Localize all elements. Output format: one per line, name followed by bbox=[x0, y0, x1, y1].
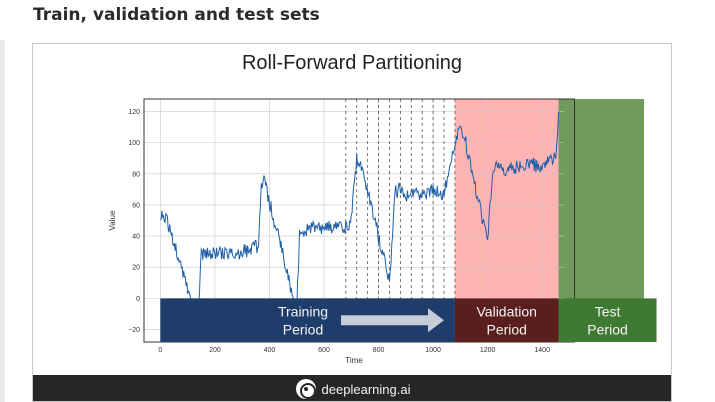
x-tick-label: 800 bbox=[373, 347, 385, 354]
y-axis-label: Value bbox=[108, 210, 117, 230]
y-tick-label: 40 bbox=[132, 234, 140, 241]
x-tick-label: 200 bbox=[209, 347, 221, 354]
test-label-line1: Test bbox=[595, 303, 621, 319]
x-tick-label: 600 bbox=[318, 347, 330, 354]
footer-brand: deeplearning.ai bbox=[321, 381, 411, 397]
y-tick-label: 120 bbox=[128, 109, 140, 116]
x-axis-label: Time bbox=[345, 356, 363, 365]
x-tick-label: 1200 bbox=[480, 347, 496, 354]
left-rule bbox=[0, 40, 5, 402]
series-line bbox=[160, 111, 559, 328]
validation-period-band bbox=[454, 298, 559, 342]
training-label-line1: Training bbox=[278, 303, 328, 319]
validation-label-line1: Validation bbox=[477, 303, 537, 319]
y-tick-label: 60 bbox=[132, 202, 140, 209]
roll-forward-arrow-icon bbox=[341, 308, 444, 333]
x-tick-label: 1000 bbox=[425, 347, 441, 354]
slide-title: Roll-Forward Partitioning bbox=[241, 52, 463, 74]
deeplearning-logo-icon bbox=[295, 379, 316, 399]
training-label-line2: Period bbox=[283, 321, 323, 337]
page-heading: Train, validation and test sets bbox=[33, 5, 320, 25]
slide-figure: Roll-Forward Partitioning 0 200 400 600 800 1… bbox=[32, 43, 672, 402]
chart: 0 200 400 600 800 1000 1200 1400 −20 0 20 40 60 80 100… bbox=[108, 98, 657, 365]
y-tick-label: 80 bbox=[132, 171, 140, 178]
x-tick-label: 0 bbox=[158, 347, 162, 354]
validation-label-line2: Period bbox=[486, 321, 526, 337]
x-tick-label: 400 bbox=[264, 347, 276, 354]
y-tick-label: 100 bbox=[128, 140, 140, 147]
test-period-band bbox=[558, 298, 657, 342]
y-tick-label: 0 bbox=[136, 296, 140, 303]
test-label-line2: Period bbox=[587, 321, 627, 337]
slide-footer: deeplearning.ai bbox=[33, 375, 671, 401]
y-tick-label: 20 bbox=[132, 265, 140, 272]
y-tick-label: −20 bbox=[128, 327, 140, 334]
x-tick-label: 1400 bbox=[534, 347, 550, 354]
